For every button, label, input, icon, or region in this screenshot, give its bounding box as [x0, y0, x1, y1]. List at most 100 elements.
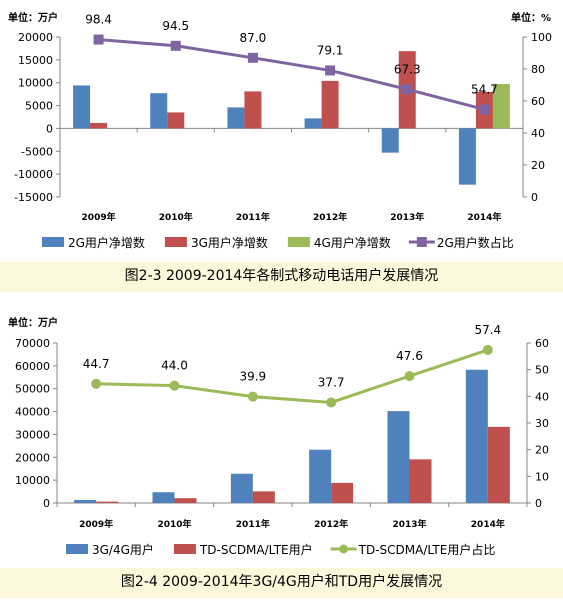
- chart1-left-tick-label: 10000: [18, 77, 53, 90]
- chart2-category-label: 2010年: [157, 518, 191, 530]
- chart1-category-label: 2010年: [159, 211, 193, 223]
- chart1-right-tick-label: 20: [531, 159, 545, 172]
- chart1-legend-swatch: [287, 237, 310, 247]
- chart2-right-tick-label: 10: [535, 470, 549, 483]
- chart1-category-label: 2014年: [467, 211, 501, 223]
- chart2-legend-label: TD-SCDMA/LTE用户占比: [358, 542, 496, 557]
- chart2-right-tick-label: 40: [535, 390, 549, 403]
- chart2-line-series: [96, 348, 489, 404]
- chart1-right-tick-label: 0: [531, 191, 538, 204]
- chart2-right-tick-label: 60: [535, 337, 549, 350]
- chart2-category-label: 2013年: [392, 518, 426, 530]
- chart1-category-label: 2009年: [82, 211, 116, 223]
- chart2-bar: [74, 500, 97, 503]
- chart2-left-tick-label: 60000: [15, 360, 50, 373]
- chart2-data-label: 37.7: [318, 375, 345, 389]
- chart2-left-tick-label: 40000: [15, 406, 50, 419]
- chart2-bar: [331, 482, 354, 503]
- chart2-bar: [465, 369, 488, 503]
- chart1-left-tick-label: 5000: [25, 100, 53, 113]
- chart1-right-tick-label: 40: [531, 127, 545, 140]
- chart1-left-tick-label: 15000: [18, 54, 53, 67]
- chart1-left-tick-label: -15000: [14, 191, 53, 204]
- chart2-caption: 图2-4 2009-2014年3G/4G用户和TD用户发展情况: [0, 568, 563, 598]
- chart1-data-label: 98.4: [85, 13, 112, 27]
- chart2-line-marker: [482, 344, 493, 355]
- chart1-data-label: 94.5: [162, 19, 189, 33]
- chart2-bar: [96, 501, 119, 503]
- chart1-bar: [244, 91, 262, 129]
- chart2-line-marker: [404, 371, 415, 382]
- chart1-legend-label: 4G用户净增数: [314, 235, 391, 250]
- chart2-category-label: 2014年: [471, 518, 505, 530]
- chart1-plot: 20000 15000 10000 5000 0 -5000 -10000 -15000 100…: [14, 13, 552, 250]
- chart2-left-tick-label: 20000: [15, 451, 50, 464]
- chart2-bar: [252, 491, 275, 503]
- chart-2g3g4g-panel: 单位：万户 单位：% 20000 15000 10000 5000 0 -5000 -100…: [0, 0, 563, 292]
- chart2-right-tick-label: 20: [535, 444, 549, 457]
- chart2-left-tick-label: 50000: [15, 383, 50, 396]
- chart1-line-series: [98, 38, 485, 111]
- chart1-line-marker: [402, 84, 413, 95]
- chart2-plot: 70000 60000 50000 40000 30000 20000 10000 0 60 50…: [15, 323, 549, 557]
- chart1-legend-swatch: [164, 237, 187, 247]
- chart1-legend-label: 2G用户数占比: [437, 235, 514, 250]
- chart2-right-tick-label: 50: [535, 364, 549, 377]
- chart2-legend-label: TD-SCDMA/LTE用户: [199, 542, 313, 557]
- chart1-line-marker: [93, 34, 104, 45]
- chart1-category-label: 2012年: [313, 211, 347, 223]
- chart1-legend-swatch: [42, 237, 64, 247]
- chart1-data-label: 87.0: [240, 31, 267, 45]
- chart2-right-tick-label: 30: [535, 417, 549, 430]
- chart1-data-label: 79.1: [317, 43, 344, 57]
- chart1-line-marker: [325, 65, 336, 76]
- chart1-caption: 图2-3 2009-2014年各制式移动电话用户发展情况: [0, 262, 563, 292]
- chart2-legend-swatch: [66, 544, 88, 554]
- chart1-left-tick-label: -5000: [21, 145, 53, 158]
- chart1-bar: [458, 128, 476, 185]
- chart1-bar: [73, 85, 91, 129]
- chart1-bar: [321, 80, 339, 129]
- chart2-left-tick-label: 0: [43, 497, 50, 510]
- chart2-left-tick-label: 30000: [15, 428, 50, 441]
- chart2-category-label: 2011年: [236, 518, 270, 530]
- chart1-legend-label: 2G用户净增数: [68, 235, 145, 250]
- chart1-left-tick-label: 0: [46, 122, 53, 135]
- chart2-left-tick-label: 70000: [15, 337, 50, 350]
- chart2-right-tick-label: 0: [535, 497, 542, 510]
- chart2-bar: [387, 411, 410, 503]
- chart1-bar: [227, 107, 245, 129]
- chart2-bar: [309, 449, 332, 503]
- chart1-bar: [150, 93, 168, 129]
- chart2-data-label: 47.6: [396, 349, 423, 363]
- chart2-category-label: 2009年: [79, 518, 113, 530]
- chart2-bar: [487, 426, 510, 503]
- chart1-bar: [381, 128, 399, 153]
- chart2-unit-left: 单位：万户: [8, 318, 58, 329]
- chart2-data-label: 44.0: [161, 359, 188, 373]
- chart2-line-marker: [247, 391, 258, 402]
- chart1-bar: [304, 118, 322, 129]
- chart1-line-marker: [247, 52, 258, 63]
- chart2-legend-label: 3G/4G用户: [92, 542, 154, 557]
- chart1-right-tick-label: 60: [531, 95, 545, 108]
- chart2-bar: [230, 473, 253, 503]
- chart1-left-tick-label: 20000: [18, 31, 53, 44]
- chart1-right-tick-label: 100: [531, 31, 552, 44]
- chart1-bar: [167, 112, 185, 129]
- chart2-line-marker: [169, 380, 180, 391]
- chart1-right-tick-label: 80: [531, 63, 545, 76]
- chart1-legend-marker: [416, 237, 427, 247]
- chart1-category-label: 2013年: [390, 211, 424, 223]
- chart2-legend-marker: [339, 544, 349, 554]
- chart2-data-label: 57.4: [474, 323, 501, 337]
- chart2-data-label: 44.7: [83, 357, 110, 371]
- chart2-line-marker: [91, 378, 102, 389]
- chart2-bar: [409, 459, 432, 503]
- chart2-bar: [174, 498, 197, 503]
- chart1-category-label: 2011年: [236, 211, 270, 223]
- chart2-bar: [152, 492, 175, 503]
- chart1-bar: [492, 84, 510, 129]
- chart2-left-tick-label: 10000: [15, 474, 50, 487]
- chart1-legend-label: 3G用户净增数: [191, 235, 268, 250]
